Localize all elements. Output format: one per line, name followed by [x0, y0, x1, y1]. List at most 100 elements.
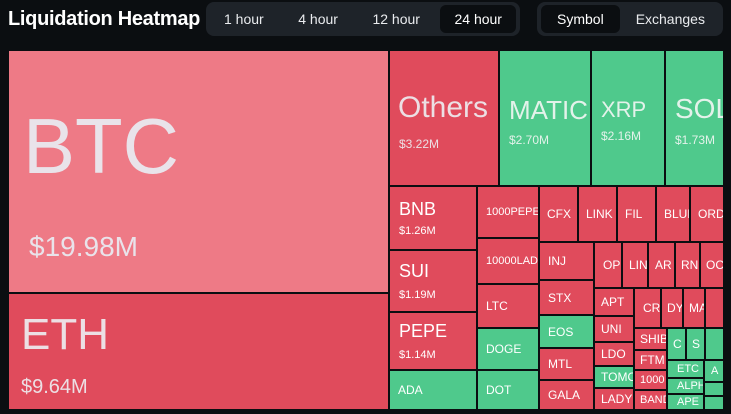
- tile-symbol: STX: [548, 290, 572, 305]
- tile-doge[interactable]: DOGE: [477, 328, 539, 370]
- tile-btc[interactable]: BTC $19.98M: [8, 50, 389, 293]
- tile-value: $1.19M: [399, 289, 436, 301]
- tile-symbol: 1000PEPE: [486, 206, 539, 218]
- tile-shib[interactable]: SHIB: [634, 328, 667, 350]
- tile-small-green-3[interactable]: [704, 396, 724, 410]
- time-option-24h[interactable]: 24 hour: [440, 5, 516, 33]
- tile-symbol: SOL: [675, 93, 723, 124]
- tile-a[interactable]: A: [704, 360, 724, 382]
- tile-symbol: BAND: [640, 394, 666, 406]
- tile-symbol: 10000LAD: [486, 255, 538, 267]
- page-title: Liquidation Heatmap: [8, 8, 201, 30]
- tile-apt[interactable]: APT: [594, 288, 634, 316]
- tile-ldo[interactable]: LDO: [594, 342, 634, 366]
- tile-ar[interactable]: AR: [648, 242, 675, 288]
- tile-small-red[interactable]: [705, 288, 724, 328]
- tile-1000[interactable]: 1000: [634, 370, 667, 390]
- tile-sol[interactable]: SOL $1.73M: [665, 50, 724, 186]
- time-option-12h[interactable]: 12 hour: [372, 11, 420, 27]
- tile-s[interactable]: S: [686, 328, 705, 360]
- tile-symbol: A: [711, 365, 719, 377]
- tile-small-green-1[interactable]: [705, 328, 724, 360]
- tile-gala[interactable]: GALA: [539, 380, 594, 410]
- tile-symbol: DOT: [486, 383, 512, 397]
- tile-symbol: DYDX: [667, 301, 683, 315]
- tile-op[interactable]: OP: [594, 242, 622, 288]
- tile-symbol: DOGE: [486, 342, 522, 356]
- tile-symbol: INJ: [548, 254, 566, 268]
- time-option-4h[interactable]: 4 hour: [298, 11, 338, 27]
- tile-dot[interactable]: DOT: [477, 370, 539, 410]
- tile-symbol: CRV: [643, 301, 661, 315]
- view-option-symbol[interactable]: Symbol: [541, 5, 620, 33]
- tile-symbol: Others: [398, 91, 489, 124]
- tile-1000pepe[interactable]: 1000PEPE: [477, 186, 539, 238]
- tile-value: $3.22M: [399, 137, 440, 151]
- tile-tomo[interactable]: TOMO: [594, 366, 634, 388]
- tile-symbol: LADYS: [601, 392, 633, 406]
- tile-symbol: OP: [603, 258, 621, 272]
- tile-symbol: TOMO: [601, 370, 634, 384]
- tile-sui[interactable]: SUI $1.19M: [389, 250, 477, 312]
- tile-symbol: FTM: [640, 353, 665, 367]
- tile-symbol: MTL: [548, 357, 572, 371]
- tile-value: $1.14M: [399, 349, 436, 361]
- tile-value: $1.73M: [675, 133, 716, 147]
- tile-rndr[interactable]: RNDR: [675, 242, 700, 288]
- tile-eth[interactable]: ETH $9.64M: [8, 293, 389, 410]
- tile-matic[interactable]: MATIC $2.70M: [499, 50, 591, 186]
- tile-cfx[interactable]: CFX: [539, 186, 578, 242]
- tile-c[interactable]: C: [667, 328, 686, 360]
- tile-symbol: MATIC: [509, 95, 588, 125]
- tile-inj[interactable]: INJ: [539, 242, 594, 280]
- tile-ladys[interactable]: LADYS: [594, 388, 634, 410]
- tile-ltc[interactable]: LTC: [477, 284, 539, 328]
- tile-pepe[interactable]: PEPE $1.14M: [389, 312, 477, 370]
- tile-ape[interactable]: APE: [667, 394, 704, 410]
- view-option-exchanges[interactable]: Exchanges: [635, 11, 705, 27]
- time-option-1h[interactable]: 1 hour: [224, 11, 264, 27]
- tile-band[interactable]: BAND: [634, 390, 667, 410]
- tile-stx[interactable]: STX: [539, 280, 594, 315]
- tile-others[interactable]: Others $3.22M: [389, 50, 499, 186]
- tile-value: $2.70M: [509, 133, 550, 147]
- tile-eos[interactable]: EOS: [539, 315, 594, 348]
- tile-symbol: S: [692, 337, 701, 351]
- tile-small-green-2[interactable]: [704, 382, 724, 396]
- liquidation-treemap: BTC $19.98M ETH $9.64M Others $3.22M MAT…: [8, 50, 724, 410]
- tile-symbol: C: [673, 337, 682, 351]
- tile-link[interactable]: LINK: [578, 186, 617, 242]
- tile-mtl[interactable]: MTL: [539, 348, 594, 380]
- tile-symbol: BTC: [23, 102, 179, 190]
- tile-symbol: MASK: [689, 301, 704, 315]
- tile-dydx[interactable]: DYDX: [661, 288, 683, 328]
- tile-value: $2.16M: [601, 129, 642, 143]
- tile-alpha[interactable]: ALPHA: [667, 378, 704, 394]
- tile-symbol: EOS: [548, 324, 574, 339]
- tile-mask[interactable]: MASK: [683, 288, 705, 328]
- tile-ada[interactable]: ADA: [389, 370, 477, 410]
- header: Liquidation Heatmap 1 hour 4 hour 12 hou…: [0, 0, 731, 44]
- tile-symbol: PEPE: [399, 321, 448, 341]
- tile-symbol: LDO: [601, 347, 626, 361]
- tile-symbol: RNDR: [681, 258, 699, 272]
- tile-symbol: XRP: [601, 97, 647, 122]
- tile-ocean[interactable]: OCEAN: [700, 242, 724, 288]
- tile-uni[interactable]: UNI: [594, 316, 634, 342]
- tile-ftm[interactable]: FTM: [634, 350, 667, 370]
- tile-10000lad[interactable]: 10000LAD: [477, 238, 539, 284]
- tile-value: $19.98M: [29, 231, 138, 262]
- tile-etc[interactable]: ETC: [667, 360, 704, 378]
- tile-blur[interactable]: BLUR: [656, 186, 690, 242]
- tile-symbol: APE: [677, 396, 700, 408]
- tile-bnb[interactable]: BNB $1.26M: [389, 186, 477, 250]
- tile-value: $1.26M: [399, 225, 436, 237]
- tile-symbol: SUI: [399, 261, 430, 281]
- tile-fil[interactable]: FIL: [617, 186, 656, 242]
- tile-value: $9.64M: [21, 376, 88, 398]
- tile-xrp[interactable]: XRP $2.16M: [591, 50, 665, 186]
- tile-crv[interactable]: CRV: [634, 288, 661, 328]
- tile-symbol: ETH: [21, 310, 109, 359]
